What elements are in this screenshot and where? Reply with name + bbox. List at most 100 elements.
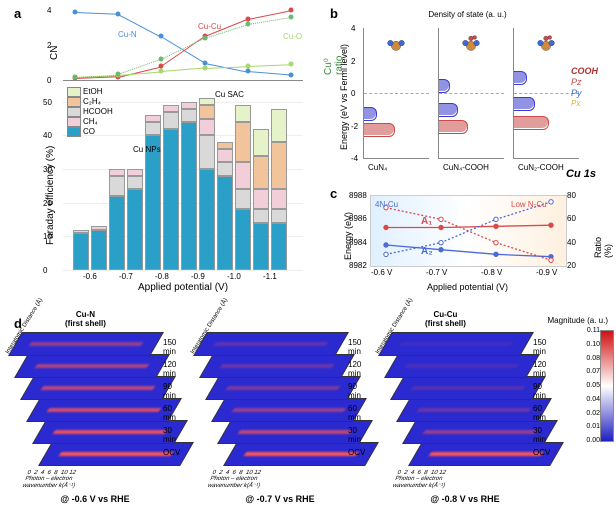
dos-peak-outline (364, 123, 395, 137)
panel-b-ytick: 2 (351, 57, 355, 66)
bar-segment-EtOH (235, 105, 251, 122)
bar-column (253, 129, 269, 270)
colorbar-tick: 0.01 (586, 423, 600, 430)
bar-segment-C₂H₄ (271, 142, 287, 189)
bar-segment-HCOOH (127, 176, 143, 189)
panel-a-xtick: -0.8 (155, 272, 169, 281)
panel-c-marker (439, 217, 443, 221)
panel-c-marker (384, 225, 388, 229)
panel-b: Density of state (a. u.) Energy (eV vs F… (335, 10, 600, 180)
dos-col-name: CuN₄-COOH (443, 163, 489, 172)
colorbar-tick: 0.08 (586, 355, 600, 362)
bar-column (127, 169, 143, 270)
bar-segment-CO (127, 189, 143, 270)
wavelet-time-label: 150 min (163, 338, 185, 356)
bar-segment-CO (73, 233, 89, 270)
panel-c-yltick: 8986 (349, 214, 367, 223)
panel-c: Energy (eV) Ratio (%) 4N-CuLow N-Cu A₁A₂… (335, 190, 600, 295)
panel-a-top-line (248, 64, 291, 67)
panel-c-yrtick: 40 (567, 238, 576, 247)
wavelet-time-label: 60 min (533, 404, 555, 422)
panel-c-yltick: 8982 (349, 261, 367, 270)
bar-column (217, 142, 233, 270)
colorbar-tick: 0.02 (586, 410, 600, 417)
bar-column (145, 115, 161, 270)
wavelet-time-label: 120 min (348, 360, 370, 378)
panel-a-top-series-label: Cu-N (118, 30, 137, 39)
panel-a-xlabel: Applied potential (V) (63, 282, 303, 293)
panel-a-top-yltick: 2 (47, 41, 51, 50)
wavelet-stripe (53, 430, 168, 434)
panel-b-ytick: 4 (351, 24, 355, 33)
colorbar-tick: 0.05 (586, 382, 600, 389)
wavelet-layer (193, 332, 349, 356)
bar-segment-CH₄ (127, 169, 143, 176)
colorbar-tick: 0.07 (586, 368, 600, 375)
panel-a-ytick: 40 (43, 131, 52, 140)
wavelet-stripe (59, 452, 174, 456)
wavelet-time-label: 150 min (533, 338, 555, 356)
bar-segment-CH₄ (109, 169, 125, 176)
dos-peak-outline (439, 79, 450, 93)
wavelet-time-label: 60 min (348, 404, 370, 422)
gridline (63, 270, 303, 271)
panel-a-xtick: -0.6 (83, 272, 97, 281)
panel-b-ytick: -4 (351, 154, 358, 163)
fermi-line (439, 93, 504, 94)
panel-c-marker (494, 217, 498, 221)
wavelet-layer (378, 332, 534, 356)
colorbar-tick: 0.00 (586, 437, 600, 444)
bar-segment-HCOOH (253, 209, 269, 222)
panel-c-marker (439, 240, 443, 244)
panel-b-title: Density of state (a. u.) (335, 10, 600, 19)
bar-segment-HCOOH (271, 209, 287, 222)
wavelet-stripe (411, 386, 526, 390)
panel-d-header-left: Cu-N (first shell) (65, 310, 106, 328)
panel-b-ytick: -2 (351, 122, 358, 131)
panel-c-yright: Ratio (%) (593, 237, 613, 258)
panel-c-line (386, 225, 551, 227)
bar-segment-HCOOH (163, 112, 179, 129)
dos-column: CuN₄-COOH (438, 28, 504, 159)
panel-c-yrtick: 20 (567, 261, 576, 270)
panel-a-xtick: -0.7 (119, 272, 133, 281)
bar-segment-HCOOH (181, 109, 197, 122)
bar-segment-EtOH (271, 109, 287, 143)
legend-label: C₂H₄ (83, 97, 101, 106)
bar-segment-CH₄ (235, 162, 251, 189)
wavelet-xaxis-note: 0 2 4 6 8 10 12 Photon – electron wavenu… (392, 470, 451, 489)
bar-column (181, 102, 197, 270)
wavelet-layer (20, 376, 176, 400)
legend-swatch (67, 107, 81, 117)
panel-c-xlabel: Applied potential (V) (370, 282, 565, 292)
wavelet-layer (390, 376, 546, 400)
wavelet-time-label: 90 min (533, 382, 555, 400)
panel-c-marker (549, 258, 553, 262)
wavelet-col-title: @ -0.7 V vs RHE (200, 494, 360, 504)
legend-swatch (67, 87, 81, 97)
bar-segment-HCOOH (145, 122, 161, 135)
panel-c-marker (494, 240, 498, 244)
panel-a-top-point (289, 8, 294, 13)
dos-column: CuN₂-COOH (513, 28, 579, 159)
bar-segment-CH₄ (145, 115, 161, 122)
panel-a-bottom-axes: Faraday efficiency (%) 01020304050 -0.6-… (63, 85, 303, 270)
orbital-label: Pz (571, 77, 598, 87)
panel-a-top-line (248, 71, 291, 75)
panel-a-annotation: Cu NPs (133, 145, 161, 154)
bar-segment-CO (253, 223, 269, 270)
panel-a-top-line (161, 68, 204, 72)
wavelet-stripe (399, 342, 514, 346)
legend-label: CH₄ (83, 117, 98, 126)
orbital-label: Px (571, 99, 598, 108)
legend-item: C₂H₄ (67, 97, 113, 107)
bar-segment-CO (145, 135, 161, 270)
colorbar-title: Magnitude (a. u.) (548, 316, 608, 325)
wavelet-time-label: 30 min (348, 426, 370, 444)
wavelet-time-label: 90 min (163, 382, 185, 400)
wavelet-layer (199, 354, 355, 378)
bar-segment-C₂H₄ (235, 122, 251, 162)
bar-segment-C₂H₄ (217, 142, 233, 149)
panel-c-plot: 4N-CuLow N-Cu A₁A₂ (370, 195, 567, 267)
panel-a-xtick: -1.0 (227, 272, 241, 281)
